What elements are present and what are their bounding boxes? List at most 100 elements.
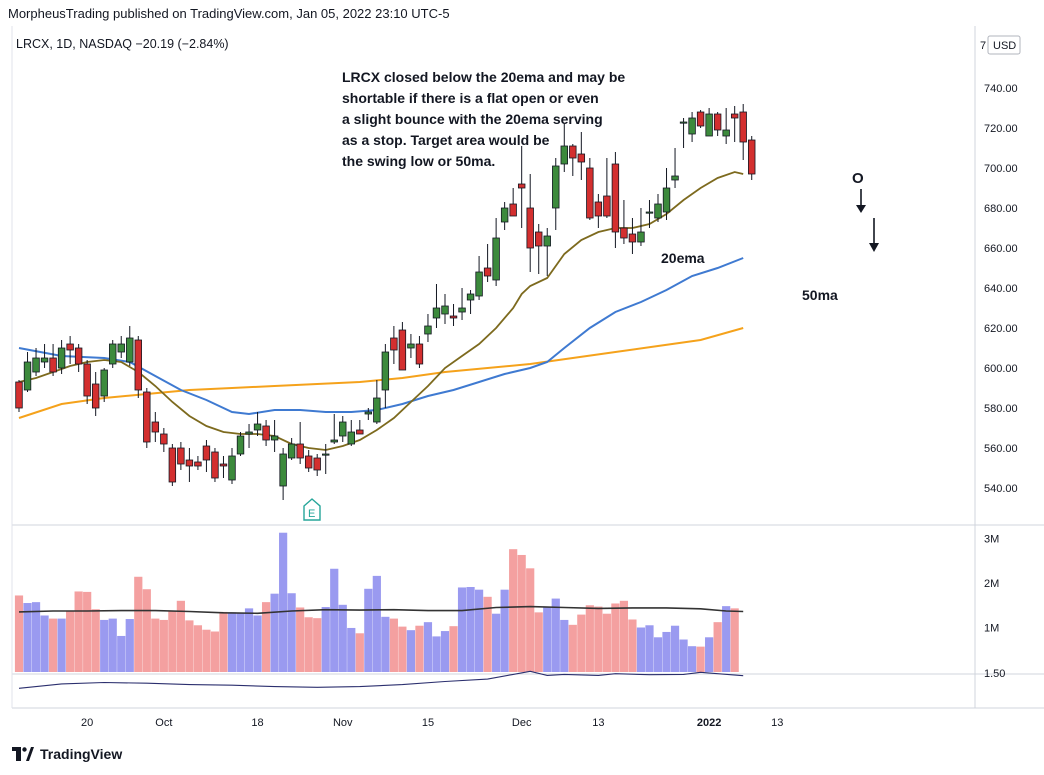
candle	[739, 104, 747, 160]
candle	[296, 422, 304, 464]
candle	[586, 158, 594, 220]
chart-frame[interactable]: 540.00 560.00 580.00 600.00 620.00 640.00 660.…	[0, 26, 1044, 741]
candle	[390, 326, 398, 364]
volume-bar	[611, 603, 620, 672]
candle	[381, 344, 390, 408]
volume-bar	[449, 626, 458, 672]
axis-cut-label: 7	[980, 40, 986, 52]
currency-badge[interactable]: USD	[993, 40, 1016, 52]
down-arrow-icon-2	[869, 218, 879, 252]
candle	[569, 144, 577, 176]
candle	[696, 110, 705, 128]
time-tick-label: Dec	[512, 717, 532, 729]
volume-bar	[517, 554, 526, 672]
volume-bar	[304, 617, 313, 672]
price-tick-label: 540.00	[984, 483, 1018, 495]
annotations: LRCX closed below the 20ema and may be sh…	[342, 69, 625, 169]
candle	[100, 368, 108, 402]
candle	[185, 448, 194, 482]
volume-bar	[568, 624, 577, 672]
volume-tick-label: 1M	[984, 623, 999, 635]
footer-brand[interactable]: TradingView	[12, 746, 122, 762]
volume-bar	[730, 608, 739, 672]
candle	[168, 444, 177, 486]
volume-bar	[108, 618, 117, 672]
candle	[432, 284, 441, 328]
candle	[509, 188, 517, 217]
volume-bar	[261, 602, 271, 672]
time-tick-label: Oct	[155, 717, 172, 729]
candle	[662, 168, 671, 220]
volume-bar	[466, 587, 475, 672]
candle	[211, 448, 219, 482]
candle	[449, 304, 458, 326]
time-tick-label: 15	[422, 717, 434, 729]
volume-bar	[338, 604, 347, 672]
candle	[304, 450, 313, 472]
candle	[748, 136, 756, 180]
candle	[654, 194, 662, 222]
candle	[134, 336, 142, 398]
candle	[637, 208, 645, 246]
volume-bar	[253, 615, 262, 672]
candle	[40, 344, 49, 368]
volume-bar	[594, 606, 603, 672]
time-tick-label: 18	[251, 717, 263, 729]
publisher-line: MorpheusTrading published on TradingView…	[8, 6, 450, 21]
earnings-marker[interactable]: E	[303, 498, 321, 521]
candle	[645, 200, 654, 228]
volume-bar	[244, 608, 254, 672]
candle	[407, 334, 415, 358]
candle	[32, 348, 40, 376]
volume-bar	[670, 625, 680, 672]
volume-bar	[534, 612, 543, 672]
candle	[74, 344, 83, 372]
price-tick-label: 560.00	[984, 443, 1018, 455]
volume-bar	[227, 612, 237, 672]
time-tick-label: 20	[81, 717, 93, 729]
volume-bar	[202, 629, 211, 672]
volume-bar	[321, 607, 330, 672]
candle	[466, 290, 475, 314]
ema20-label: 20ema	[661, 250, 705, 266]
volume-bar	[287, 593, 296, 672]
annotation-text: shortable if there is a flat open or eve…	[342, 90, 599, 106]
tradingview-logo-icon	[12, 747, 34, 761]
volume-bar	[577, 614, 586, 672]
volume-bar	[279, 532, 288, 672]
volume-bar	[347, 627, 356, 672]
price-tick-label: 580.00	[984, 403, 1018, 415]
candle	[228, 448, 236, 484]
volume-bar	[705, 637, 714, 672]
candle	[713, 112, 722, 136]
volume-bar	[74, 591, 83, 672]
price-chart[interactable]: 540.00 560.00 580.00 600.00 620.00 640.00 660.…	[0, 26, 1044, 741]
volume-bar	[389, 618, 398, 672]
candle	[620, 200, 628, 244]
candle	[270, 420, 279, 452]
volume-bar	[14, 595, 24, 672]
volume-bar	[159, 619, 168, 672]
volume-bar	[722, 606, 731, 672]
candle	[279, 448, 287, 500]
circle-mark: O	[852, 170, 864, 187]
currency-badge-box[interactable]	[987, 35, 1021, 55]
candle	[483, 244, 492, 282]
volume-bar	[364, 588, 373, 672]
volume-bar	[296, 607, 305, 672]
candle	[160, 428, 168, 452]
candle	[679, 118, 688, 148]
price-tick-label: 680.00	[984, 203, 1018, 215]
earnings-marker-label: E	[308, 508, 315, 520]
volume-bar	[48, 618, 58, 672]
volume-bar	[193, 625, 203, 672]
volume-bar	[151, 618, 160, 672]
volume-bar	[696, 646, 705, 672]
candle	[126, 326, 134, 366]
ma50-label: 50ma	[802, 287, 838, 303]
candles	[15, 104, 756, 500]
candle	[500, 202, 509, 230]
candle	[57, 340, 66, 374]
volume-bar	[457, 587, 467, 672]
candle	[313, 454, 321, 476]
